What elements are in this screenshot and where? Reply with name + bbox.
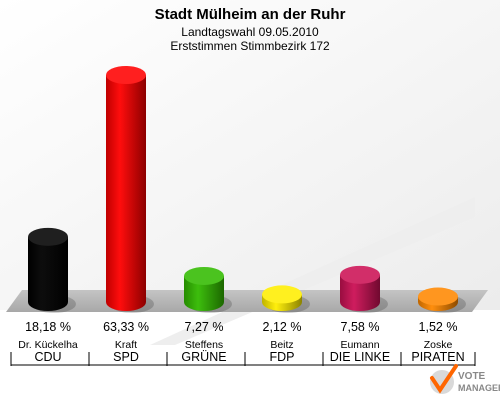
bar-fdp — [262, 285, 310, 313]
bar-top — [28, 227, 68, 246]
bar-body — [106, 75, 146, 311]
bar-body — [184, 275, 224, 311]
bar-body — [340, 274, 380, 311]
candidate-label: Beitz — [270, 339, 293, 351]
party-label: SPD — [113, 350, 139, 364]
chart-floor — [6, 290, 488, 312]
candidate-label: Kraft — [115, 339, 137, 351]
value-label: 7,27 % — [185, 320, 224, 334]
bar-cdu — [28, 227, 76, 313]
candidate-label: Eumann — [340, 339, 379, 351]
candidate-label: Steffens — [185, 339, 223, 351]
party-label: DIE LINKE — [330, 350, 390, 364]
bar-piraten — [418, 287, 466, 313]
chart-background — [0, 0, 500, 310]
bar-top — [418, 287, 458, 306]
value-label: 1,52 % — [419, 320, 458, 334]
value-label: 7,58 % — [341, 320, 380, 334]
party-label: FDP — [270, 350, 295, 364]
chart-subtitle-2: Erststimmen Stimmbezirk 172 — [170, 39, 330, 53]
candidate-label: Zoske — [424, 339, 453, 351]
value-label: 63,33 % — [103, 320, 149, 334]
bar-gr-ne — [184, 266, 232, 313]
party-label: CDU — [34, 350, 61, 364]
bar-top — [340, 265, 380, 284]
bar-body — [28, 236, 68, 311]
logo-text-vote: VOTE — [458, 371, 486, 382]
party-label: GRÜNE — [181, 350, 226, 364]
value-label: 2,12 % — [263, 320, 302, 334]
bar-top — [184, 266, 224, 285]
checkmark-logo-icon — [430, 364, 458, 394]
party-label: PIRATEN — [411, 350, 464, 364]
vote-manager-logo: VOTE MANAGER — [430, 364, 500, 394]
chart-subtitle: Landtagswahl 09.05.2010 — [181, 25, 319, 39]
bar-top — [106, 66, 146, 84]
chart-title: Stadt Mülheim an der Ruhr — [155, 6, 346, 23]
value-label: 18,18 % — [25, 320, 71, 334]
bars-group — [28, 66, 466, 313]
candidate-label: Dr. Kückelha — [18, 339, 78, 351]
bar-spd — [106, 66, 154, 313]
bar-die-linke — [340, 265, 388, 313]
bar-top — [262, 285, 302, 304]
logo-text-manager: MANAGER — [458, 383, 500, 393]
